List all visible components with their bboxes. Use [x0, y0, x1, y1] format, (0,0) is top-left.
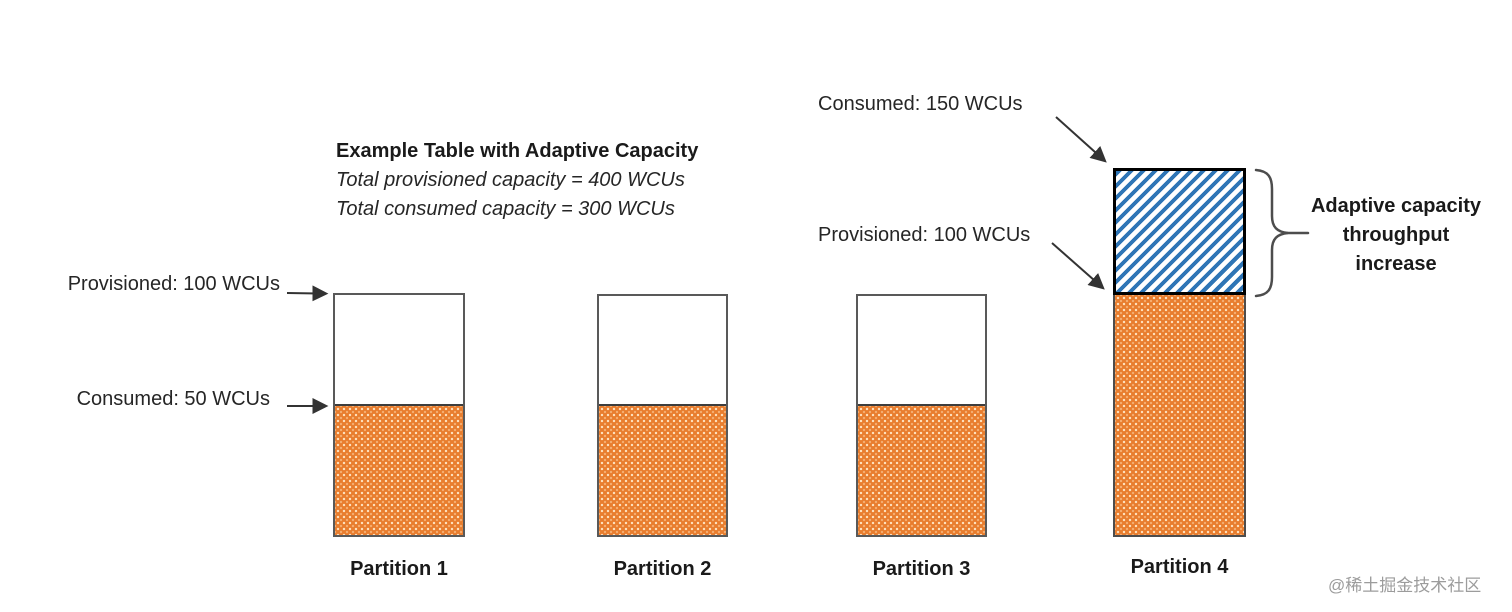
arrow-p4-provisioned [1051, 242, 1105, 290]
partition-4-adaptive-segment [1113, 168, 1246, 295]
partition-1-consumed-segment [335, 404, 463, 535]
diagram-title: Example Table with Adaptive Capacity [336, 140, 699, 162]
partition-3-label: Partition 3 [872, 558, 971, 580]
partition-4-label: Partition 4 [1130, 556, 1229, 578]
adaptive-capacity-increase-caption: Adaptive capacity throughput increase [1310, 195, 1482, 275]
provisioned-100-p4-label: Provisioned: 100 WCUs [818, 224, 1031, 246]
partition-1-bar [333, 293, 465, 537]
adaptive-increase-brace [1254, 168, 1289, 298]
partition-4-bar [1113, 168, 1246, 537]
total-provisioned-subtitle: Total provisioned capacity = 400 WCUs [336, 169, 685, 191]
consumed-150-label: Consumed: 150 WCUs [818, 93, 1023, 115]
title-block: Example Table with Adaptive Capacity Tot… [336, 137, 698, 224]
consumed-50-label: Consumed: 50 WCUs [76, 388, 270, 410]
partition-2-bar [597, 294, 728, 537]
provisioned-100-label: Provisioned: 100 WCUs [67, 273, 280, 295]
total-consumed-subtitle: Total consumed capacity = 300 WCUs [336, 198, 675, 220]
partition-2-consumed-segment [599, 404, 726, 535]
partition-2-label: Partition 2 [613, 558, 712, 580]
juejin-watermark: @稀土掘金技术社区 [1328, 576, 1482, 595]
arrow-p4-consumed [1055, 116, 1107, 163]
partition-3-consumed-segment [858, 404, 985, 535]
partition-4-consumed-segment [1113, 295, 1246, 537]
arrow-left-provisioned [286, 285, 329, 302]
partition-1-label: Partition 1 [350, 558, 448, 580]
partition-3-bar [856, 294, 987, 537]
